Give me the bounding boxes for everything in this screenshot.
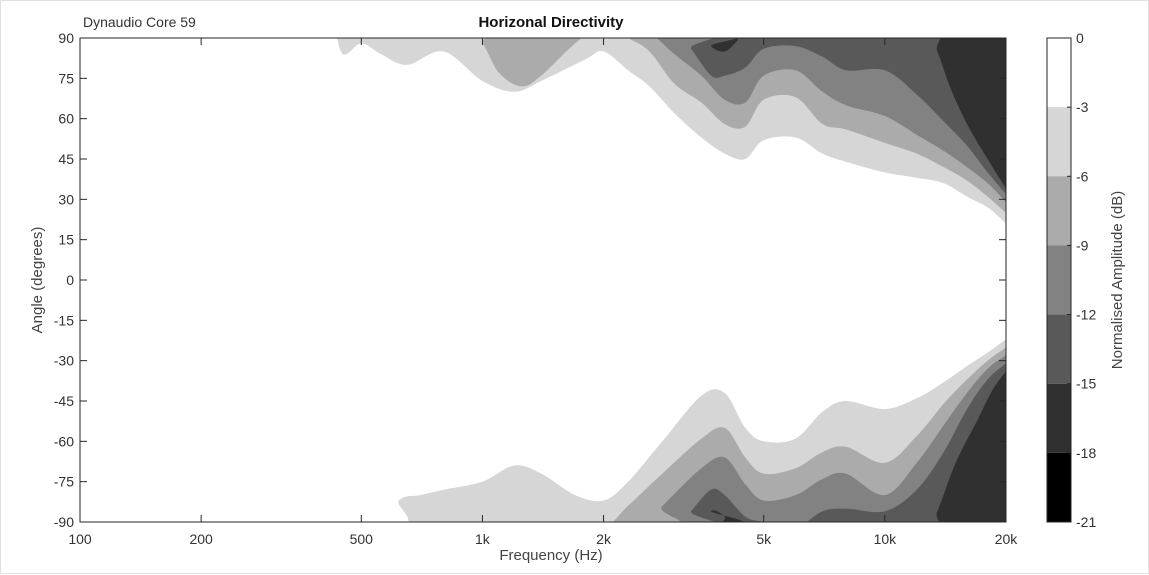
contour-region-lower-5 [711, 371, 1006, 522]
colorbar-swatch [1047, 107, 1071, 177]
x-tick-label: 10k [874, 531, 898, 547]
x-tick-label: 1k [475, 531, 491, 547]
colorbar-tick-label: -3 [1076, 99, 1089, 115]
contour-region-upper-5 [711, 38, 1006, 189]
colorbar-swatch [1047, 452, 1071, 522]
x-tick-label: 100 [68, 531, 92, 547]
colorbar-swatch [1047, 176, 1071, 246]
y-axis-label: Angle (degrees) [29, 227, 46, 334]
colorbar-swatch [1047, 245, 1071, 315]
x-tick-label: 2k [596, 531, 612, 547]
x-axis-label: Frequency (Hz) [499, 547, 602, 564]
colorbar-tick-label: -6 [1076, 168, 1089, 184]
y-tick-label: -90 [54, 514, 74, 530]
y-tick-label: -60 [54, 433, 74, 449]
colorbar-swatch [1047, 383, 1071, 453]
colorbar-tick-label: 0 [1076, 30, 1084, 46]
x-tick-label: 200 [189, 531, 213, 547]
contour-region-upper-4 [691, 38, 1006, 194]
y-tick-label: 0 [66, 272, 74, 288]
colorbar-tick-label: -15 [1076, 376, 1096, 392]
colorbar-tick-label: -9 [1076, 237, 1089, 253]
contour-layer [230, 38, 1006, 522]
y-tick-label: 75 [58, 70, 74, 86]
y-tick-label: 15 [58, 232, 74, 248]
y-tick-label: 30 [58, 191, 74, 207]
y-tick-label: -45 [54, 393, 74, 409]
chart-subtitle: Dynaudio Core 59 [83, 14, 196, 30]
colorbar-label: Normalised Amplitude (dB) [1109, 191, 1126, 369]
colorbar: 0 -3 -6 -9 -12 -15 -18 -21 [1046, 30, 1096, 530]
colorbar-tick-label: -21 [1076, 514, 1096, 530]
y-tick-label: -15 [54, 312, 74, 328]
colorbar-tick-label: -12 [1076, 307, 1096, 323]
colorbar-swatch [1047, 38, 1071, 108]
colorbar-swatch [1047, 314, 1071, 384]
y-tick-label: 90 [58, 30, 74, 46]
x-tick-label: 20k [995, 531, 1019, 547]
contour-region-lower-4 [691, 363, 1006, 522]
colorbar-tick-label: -18 [1076, 445, 1096, 461]
y-tick-label: 45 [58, 151, 74, 167]
y-tick-label: -75 [54, 474, 74, 490]
y-tick-label: 60 [58, 111, 74, 127]
axes-layer: 100 200 500 1k 2k 5k 10k 20k 90 75 60 45 30 15 0 -15 -30… [54, 30, 1019, 547]
contour-region-lower-2 [528, 347, 1006, 522]
x-tick-label: 500 [350, 531, 374, 547]
colorbar-border [1046, 37, 1072, 523]
contour-region-lower-3 [661, 355, 1006, 522]
chart-title: Horizonal Directivity [478, 14, 624, 31]
x-tick-label: 5k [756, 531, 772, 547]
y-tick-label: -30 [54, 353, 74, 369]
